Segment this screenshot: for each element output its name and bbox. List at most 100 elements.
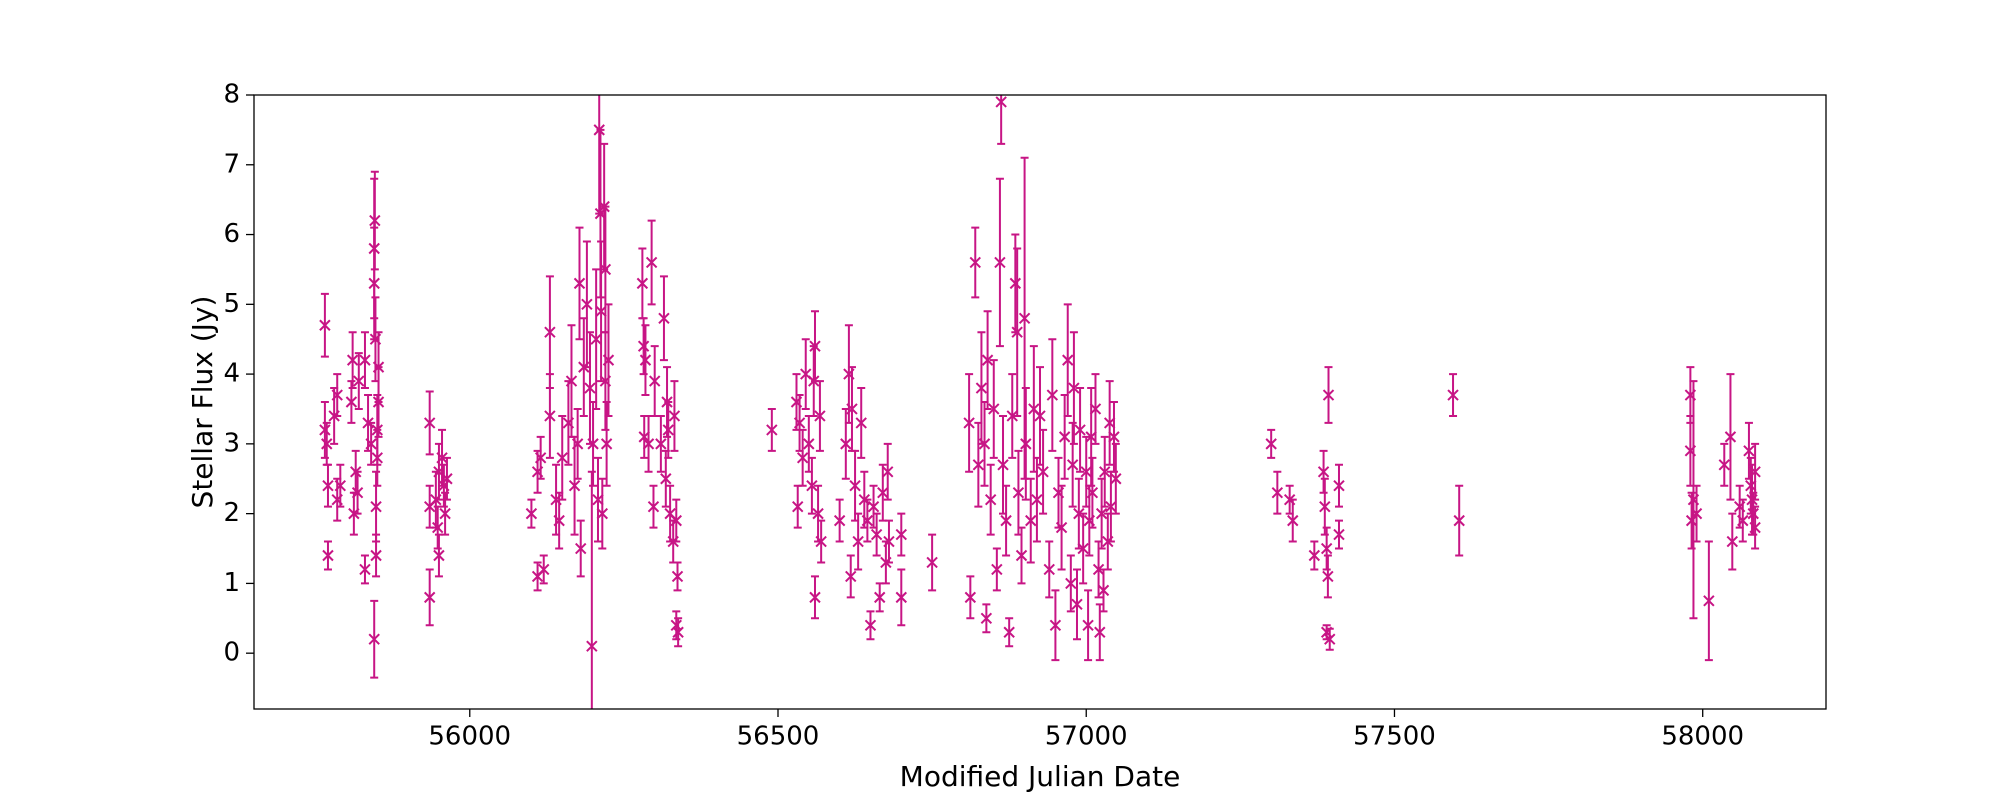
error-bar-point <box>1049 589 1062 662</box>
marker <box>809 340 821 352</box>
y-tick-label: 8 <box>223 80 240 110</box>
marker <box>1037 466 1049 478</box>
error-bar-point <box>1000 484 1012 557</box>
marker <box>599 263 612 276</box>
marker <box>1034 410 1046 422</box>
error-bar-point <box>1749 505 1761 550</box>
error-bar-point <box>964 575 977 620</box>
marker <box>1320 542 1333 555</box>
error-bar-point <box>845 554 857 599</box>
marker <box>864 619 877 631</box>
marker <box>587 438 599 450</box>
x-tick-label: 57500 <box>1353 722 1436 752</box>
error-bar-point <box>809 310 821 383</box>
error-bar-point <box>655 414 667 473</box>
error-bar-point <box>596 477 609 550</box>
marker <box>1025 514 1037 527</box>
marker <box>1749 466 1761 478</box>
marker <box>439 507 451 520</box>
marker <box>1003 626 1015 638</box>
error-bar-point <box>671 561 684 592</box>
error-bar-point <box>815 519 827 564</box>
plot-frame <box>253 94 1827 710</box>
error-bar-point <box>639 324 652 397</box>
marker <box>371 452 384 464</box>
marker <box>658 312 670 324</box>
marker <box>1068 382 1080 394</box>
error-bar-point <box>1749 442 1761 501</box>
error-bar-point <box>672 617 684 648</box>
marker <box>671 570 684 583</box>
error-bar-point <box>870 512 883 557</box>
marker <box>636 277 649 290</box>
marker <box>670 619 682 631</box>
error-bar-point <box>833 498 846 543</box>
marker <box>346 354 359 366</box>
error-bar-point <box>371 428 384 487</box>
error-bar-point <box>1737 498 1749 543</box>
marker <box>895 528 908 541</box>
error-bar-point <box>534 435 547 480</box>
error-bar-point <box>423 568 436 627</box>
error-bar-point <box>1095 477 1108 550</box>
marker <box>668 410 681 422</box>
error-bar-point <box>991 547 1003 592</box>
marker <box>1333 528 1345 541</box>
y-axis-label: Stellar Flux (Jy) <box>186 296 219 509</box>
marker <box>1447 389 1459 401</box>
error-bar-point <box>1690 484 1703 543</box>
error-bar-point <box>1020 387 1032 501</box>
marker <box>660 473 672 485</box>
error-bar-point <box>370 533 382 578</box>
error-bar-point <box>1287 498 1299 543</box>
error-bar-point <box>1086 456 1099 529</box>
marker <box>1094 626 1106 638</box>
error-bar-point <box>575 519 587 578</box>
error-bar-point <box>895 512 908 557</box>
marker <box>833 514 846 527</box>
marker <box>815 535 827 548</box>
error-bar-point <box>1006 373 1018 459</box>
x-axis-label: Modified Julian Date <box>900 760 1181 793</box>
error-bar-point <box>1308 540 1321 571</box>
error-bar-point <box>645 219 658 306</box>
marker <box>1718 459 1730 471</box>
marker <box>441 473 453 485</box>
error-bar-point <box>369 170 381 271</box>
y-tick-label: 7 <box>223 149 240 179</box>
error-bar-point <box>359 331 371 390</box>
marker <box>359 563 371 576</box>
marker <box>571 438 584 450</box>
marker <box>1082 619 1094 631</box>
x-tick-label: 56000 <box>428 722 511 752</box>
error-bar-point <box>592 456 604 543</box>
error-bar-point <box>796 428 809 487</box>
marker <box>334 480 347 492</box>
marker <box>984 493 997 506</box>
error-bar-point <box>1333 519 1345 550</box>
error-bar-point <box>1322 554 1334 599</box>
marker <box>565 375 578 387</box>
error-bar-point <box>1066 421 1079 508</box>
error-bar-point <box>432 505 444 550</box>
marker <box>1333 480 1345 492</box>
marker <box>423 417 436 429</box>
marker <box>969 256 981 269</box>
error-bar-point <box>556 414 568 501</box>
error-bar-point <box>441 456 453 501</box>
marker <box>368 277 380 290</box>
error-bar-point <box>984 463 997 536</box>
marker <box>963 417 975 429</box>
y-tick-label: 0 <box>223 638 240 668</box>
marker <box>1055 521 1068 534</box>
marker <box>806 480 818 492</box>
error-bar-point <box>322 463 334 508</box>
error-bar-point <box>586 470 598 709</box>
marker <box>867 500 880 513</box>
y-tick-label: 1 <box>223 568 240 598</box>
marker <box>1074 424 1086 436</box>
marker <box>642 438 655 450</box>
marker <box>1453 514 1465 527</box>
error-bar-point <box>319 292 331 358</box>
marker <box>978 438 991 450</box>
